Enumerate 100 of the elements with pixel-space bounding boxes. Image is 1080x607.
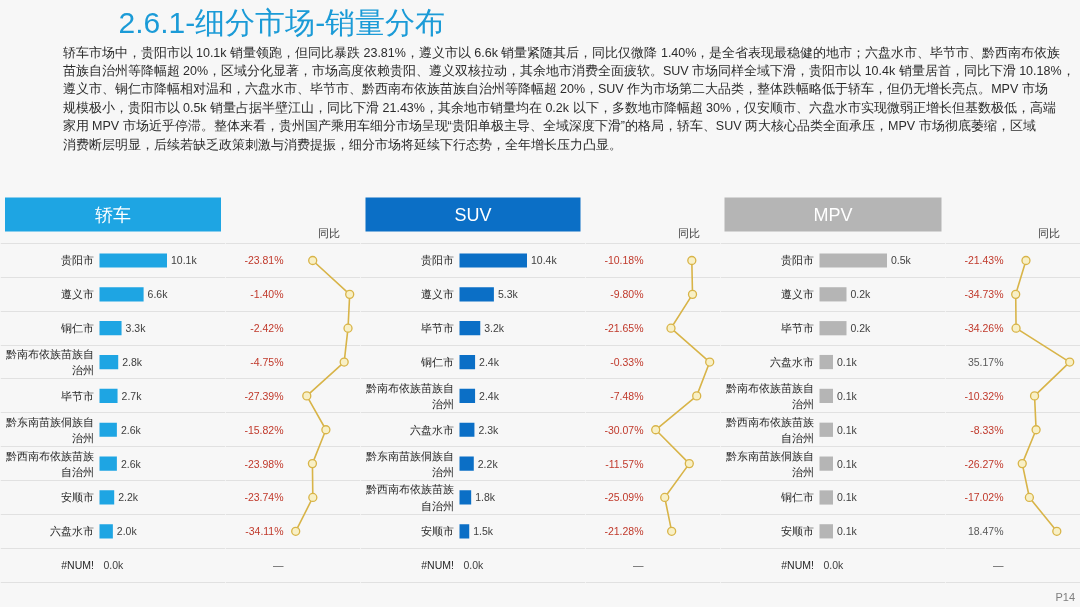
y-tick-label: 遵义市 (780, 288, 814, 301)
bar (459, 456, 474, 471)
point (660, 492, 670, 503)
y-tick-label: 六盘水市 (769, 356, 814, 369)
point (687, 255, 697, 266)
y-tick-label: #NUM! (421, 559, 454, 572)
data-label: -23.81% (244, 254, 284, 267)
data-label: 0.5k (891, 254, 912, 267)
data-label: -34.73% (964, 288, 1004, 301)
point (321, 425, 331, 435)
y-tick-label: 毕节市 (60, 389, 94, 402)
point (1029, 391, 1040, 401)
bar (459, 287, 494, 302)
data-label: 3.3k (125, 322, 147, 335)
y-tick-label: 毕节市 (420, 322, 454, 335)
y-tick-label: 安顺市 (420, 525, 454, 538)
data-label: -0.33% (610, 356, 644, 369)
y-tick-label: 黔南布依族苗族自治州 (724, 381, 814, 411)
data-label: -10.32% (964, 389, 1004, 402)
y-tick-label: 安顺市 (60, 491, 94, 504)
data-label: 0.0k (463, 559, 485, 572)
data-label: -23.98% (244, 457, 284, 470)
data-label: -4.75% (250, 356, 284, 369)
text: — (273, 559, 284, 572)
point (307, 458, 318, 469)
data-label: -21.28% (604, 525, 644, 538)
bar (459, 388, 476, 404)
bar (99, 388, 118, 404)
data-label: 1.5k (473, 525, 494, 538)
point (1021, 255, 1031, 266)
bar (99, 287, 144, 302)
data-label: 2.3k (478, 423, 500, 436)
bar (99, 456, 117, 471)
data-label: -21.65% (604, 322, 644, 335)
chart-title: 轿车 (95, 204, 131, 225)
y-tick-label: 贵阳市 (420, 254, 454, 267)
data-label: -8.33% (970, 423, 1004, 436)
y-tick-label: #NUM! (61, 559, 94, 572)
point (666, 323, 676, 333)
data-label: -23.74% (244, 491, 284, 504)
y-tick-label: 黔南布依族苗族自治州 (4, 347, 94, 377)
data-label: 18.47% (967, 525, 1004, 538)
y-tick-label: 黔东南苗族侗族自治州 (364, 449, 454, 478)
data-label: 2.4k (479, 389, 500, 402)
point (651, 425, 661, 435)
chart-title: 同比 (677, 226, 700, 239)
point (308, 255, 318, 266)
data-label: 2.4k (479, 356, 500, 369)
bar (99, 524, 113, 539)
data-label: 2.2k (118, 491, 139, 504)
data-label: -17.02% (964, 491, 1004, 504)
data-label: -34.11% (245, 525, 284, 538)
point (667, 526, 677, 536)
data-label: -30.07% (604, 423, 644, 436)
data-label: 0.2k (850, 322, 872, 335)
data-label: -25.09% (604, 491, 644, 504)
bar (459, 253, 527, 268)
point (692, 391, 702, 401)
y-tick-label: 遵义市 (60, 288, 94, 301)
data-label: 35.17% (967, 356, 1004, 369)
point (705, 357, 715, 367)
point (343, 323, 353, 333)
data-label: 0.1k (837, 423, 858, 436)
point (1065, 357, 1075, 367)
bar (99, 354, 119, 370)
bar (99, 253, 167, 268)
data-label: 5.3k (497, 288, 519, 301)
bar (459, 354, 476, 370)
data-label: -27.39% (244, 389, 284, 402)
data-label: 0.1k (837, 491, 858, 504)
data-label: 1.8k (475, 491, 496, 504)
data-label: 2.8k (122, 356, 143, 369)
data-label: -11.57% (605, 457, 644, 470)
data-label: 10.1k (171, 254, 198, 267)
data-label: 0.0k (103, 559, 125, 572)
y-tick-label: 黔东南苗族侗族自治州 (724, 449, 814, 478)
y-tick-label: 铜仁市 (779, 491, 814, 504)
data-label: -9.80% (610, 288, 644, 301)
bar (99, 321, 122, 336)
data-label: 0.1k (837, 457, 858, 470)
data-label: 2.6k (120, 457, 142, 470)
y-tick-label: 安顺市 (780, 525, 814, 538)
data-label: 2.6k (120, 423, 142, 436)
data-label: 2.0k (116, 525, 138, 538)
bar (459, 524, 470, 539)
bar (459, 321, 481, 336)
data-label: -2.42% (250, 322, 284, 335)
chart-title: 同比 (1037, 226, 1060, 239)
data-label: 0.0k (823, 559, 845, 572)
point (684, 458, 694, 469)
data-label: 0.1k (837, 525, 858, 538)
y-tick-label: 黔西南布依族苗族自治州 (4, 449, 94, 478)
data-label: 0.1k (837, 389, 858, 402)
point (1024, 492, 1035, 503)
y-tick-label: #NUM! (781, 559, 814, 572)
point (302, 391, 312, 401)
chart-title: MPV (813, 204, 853, 225)
bar (459, 490, 472, 505)
data-label: 6.6k (147, 288, 169, 301)
data-label: 2.2k (477, 457, 499, 470)
